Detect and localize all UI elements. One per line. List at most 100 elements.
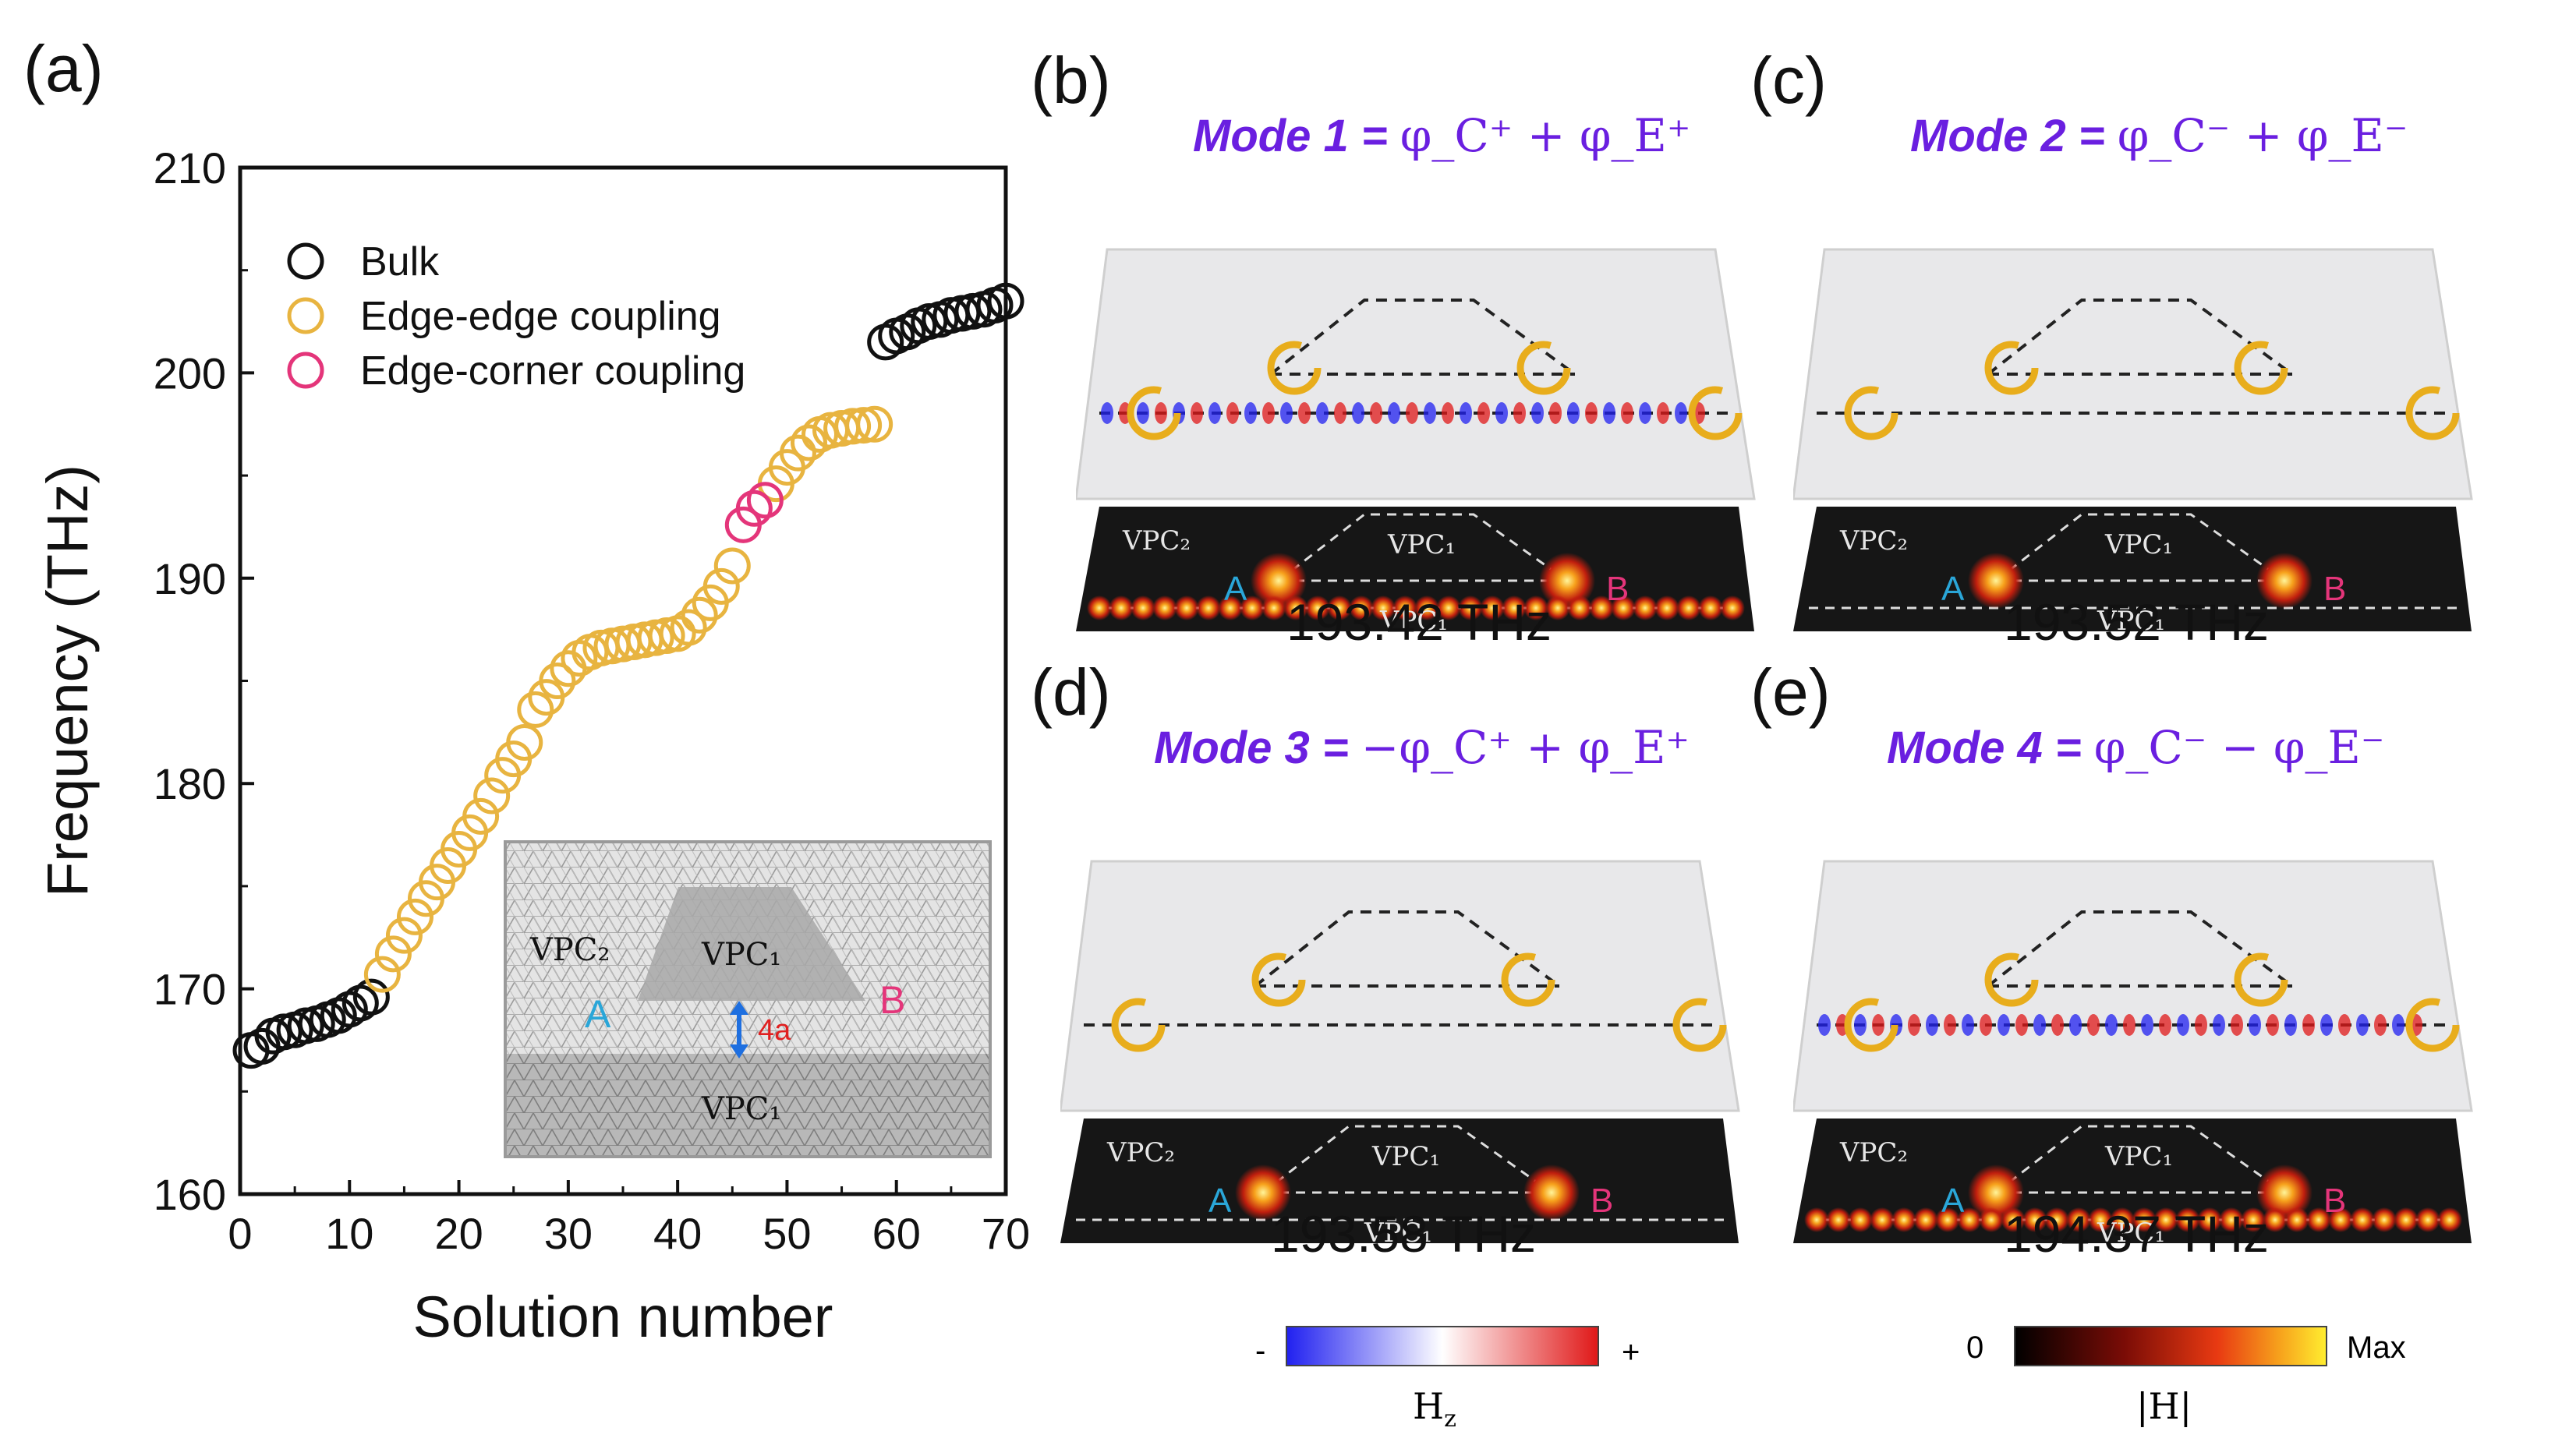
mode-frequency: 193.58 THz [1271, 1205, 1536, 1263]
data-point [374, 935, 412, 973]
point-a-label: A [1941, 1182, 1965, 1220]
mode-frequency: 193.42 THz [1286, 593, 1552, 651]
hz-field-lobe [1208, 402, 1221, 424]
edge-hotspot [1567, 595, 1592, 620]
mode-title-text: Mode 2 = [1910, 111, 2105, 161]
hz-field-lobe [1406, 402, 1418, 424]
edge-hotspot [1826, 1207, 1851, 1232]
inset-point-a: A [585, 992, 611, 1036]
hz-field-lobe [1388, 402, 1400, 424]
edge-hotspot [2022, 1207, 2047, 1232]
hz-field-lobe [1872, 1014, 1884, 1036]
h-colorbar: 0 Max |H| [1966, 1326, 2406, 1427]
mode-title-text: Mode 1 = [1193, 111, 1388, 161]
edge-hotspot [1502, 595, 1527, 620]
mode-title: Mode 2 = φ_C⁻ + φ_E⁻ [1910, 109, 2408, 162]
vortex-icon [1984, 341, 2039, 395]
edge-hotspot [1152, 595, 1177, 620]
edge-hotspot [1283, 595, 1308, 620]
intensity-trapezoid [1995, 513, 2285, 582]
hz-field-lobe [1980, 1014, 1992, 1036]
h-min-label: 0 [1966, 1331, 1983, 1365]
vpc1-bottom-label: VPC₁ [2097, 1217, 2165, 1243]
data-point [845, 407, 883, 444]
mode-panel-d: Mode 3 = −φ_C⁺ + φ_E⁺ VPC₂ VPC₁ VPC₁ A B 193.58… [1060, 705, 1762, 1263]
hz-field-lobe [2284, 1014, 2297, 1036]
edge-hotspot [2437, 1207, 2462, 1232]
h-max-label: Max [2347, 1331, 2406, 1365]
hz-field-lobe [2159, 1014, 2171, 1036]
hz-field-lobe [2249, 1014, 2261, 1036]
y-tick-label: 210 [154, 143, 226, 193]
hz-field-lobe [1298, 402, 1311, 424]
data-point [856, 405, 893, 443]
hz-slab [1076, 248, 1756, 500]
panel-label-e: (e) [1750, 656, 1831, 729]
corner-hotspot [2256, 553, 2312, 609]
mode-field-figure: VPC₂ VPC₁ VPC₁ A B [1793, 860, 2473, 1243]
mode-title: Mode 4 = φ_C⁻ − φ_E⁻ [1887, 721, 2384, 774]
vpc2-label: VPC₂ [1839, 525, 1908, 557]
edge-hotspot [1371, 595, 1396, 620]
point-a-label: A [1941, 570, 1965, 608]
hz-field-lobe [1639, 402, 1651, 424]
hz-field-lobe [1531, 402, 1544, 424]
edge-hotspot [1349, 595, 1374, 620]
mode-title-text: Mode 3 = [1154, 723, 1349, 773]
hz-field-lobe [2195, 1014, 2207, 1036]
vpc1-bottom-label: VPC₁ [1379, 606, 1448, 631]
frequency-chart: 0 10 20 30 40 50 60 70 160 170 180 190 200 210 Solutio… [35, 143, 1029, 1349]
hz-field-lobe [1244, 402, 1257, 424]
edge-hotspot [1611, 595, 1636, 620]
hz-field-lobe [2105, 1014, 2118, 1036]
edge-hotspot [1240, 595, 1265, 620]
hz-field-lobe [1442, 402, 1454, 424]
edge-hotspot [1589, 595, 1614, 620]
hz-field-lobe [2141, 1014, 2153, 1036]
edge-hotspot [1218, 595, 1243, 620]
vpc1-top-label: VPC₁ [1371, 1141, 1440, 1172]
edge-hotspot [1414, 595, 1439, 620]
y-tick-label: 170 [154, 965, 226, 1014]
edge-hotspot [1804, 1207, 1829, 1232]
data-point [735, 489, 773, 527]
vortex-icon [1984, 952, 2039, 1007]
edge-hotspot [2263, 1207, 2288, 1232]
edge-hotspot [2153, 1207, 2178, 1232]
edge-hotspot [1848, 1207, 1873, 1232]
inset-trapezoid [638, 887, 865, 1001]
corner-hotspot [1251, 553, 1307, 609]
edge-hotspot [1891, 1207, 1916, 1232]
vortex-icon [1672, 998, 1727, 1052]
edge-hotspot [2241, 1207, 2266, 1232]
edge-hotspot [1109, 595, 1134, 620]
vortex-icon [1127, 386, 1181, 440]
y-axis-label: Frequency (THz) [35, 465, 100, 897]
vpc2-label: VPC₂ [1122, 525, 1191, 557]
vortex-icon [2405, 998, 2460, 1052]
hz-field-lobe [2069, 1014, 2082, 1036]
hz-field-lobe [1101, 402, 1113, 424]
data-point [713, 547, 751, 585]
edge-hotspot [1480, 595, 1505, 620]
mode-frequency: 194.37 THz [2004, 1205, 2269, 1263]
hz-field-lobe [2033, 1014, 2046, 1036]
hz-field-lobe [1137, 402, 1149, 424]
edge-hotspot [2350, 1207, 2375, 1232]
edge-hotspot [1436, 595, 1461, 620]
hz-field-lobe [2087, 1014, 2100, 1036]
hz-field-lobe [2177, 1014, 2189, 1036]
hz-name: Hz [1413, 1385, 1456, 1433]
edge-hotspot [2175, 1207, 2200, 1232]
data-point [462, 797, 500, 835]
point-a-label: A [1224, 570, 1247, 608]
hz-field-lobe [2051, 1014, 2064, 1036]
hz-field-lobe [1495, 402, 1508, 424]
hz-field-lobe [1549, 402, 1562, 424]
hz-field-lobe [2231, 1014, 2243, 1036]
vortex-icon [2405, 386, 2460, 440]
hz-field-lobe [1280, 402, 1293, 424]
hz-field-lobe [2320, 1014, 2333, 1036]
trapezoid-outline [1269, 299, 1576, 376]
edge-hotspot [1698, 595, 1723, 620]
